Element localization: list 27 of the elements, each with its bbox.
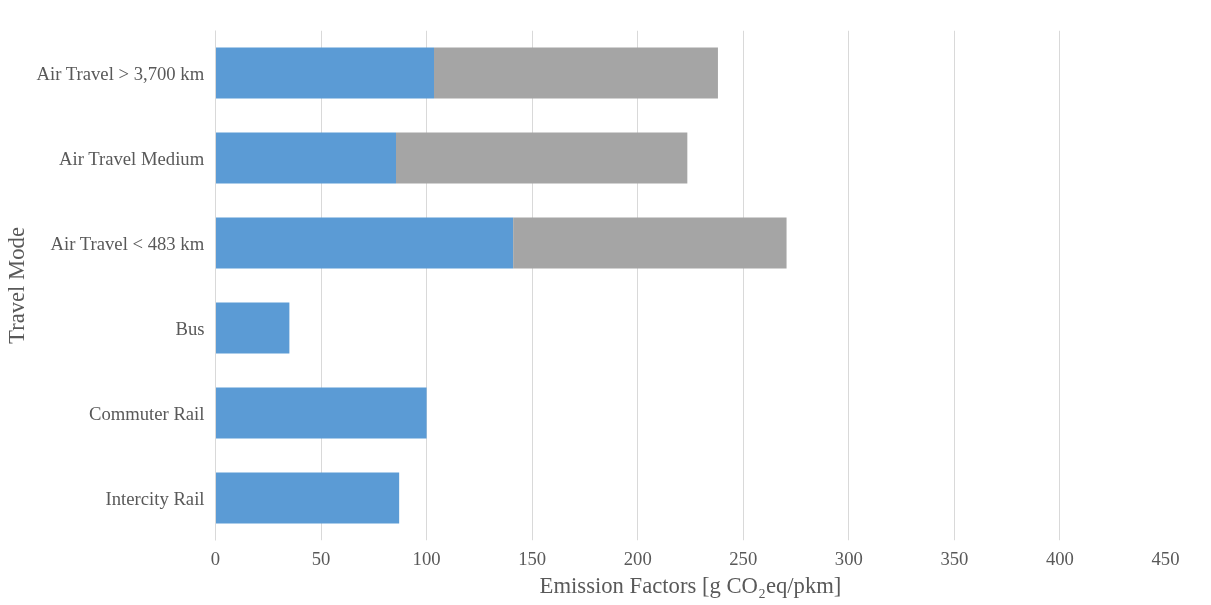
x-tick-label: 200 — [623, 547, 652, 569]
bar — [215, 47, 434, 99]
bar — [513, 217, 787, 269]
y-tick-label: Air Travel < 483 km — [50, 232, 205, 254]
y-tick-label: Bus — [175, 317, 205, 339]
x-tick-label: 300 — [834, 547, 863, 569]
bar — [215, 472, 400, 524]
bar — [215, 302, 290, 354]
bar — [215, 387, 427, 439]
y-tick-label: Intercity Rail — [105, 487, 205, 509]
x-tick-label: 400 — [1045, 547, 1074, 569]
bar — [215, 217, 514, 269]
y-tick-label: Air Travel Medium — [59, 147, 205, 169]
x-tick-label: 50 — [311, 547, 331, 569]
x-tick-label: 100 — [412, 547, 441, 569]
bar — [215, 132, 396, 184]
y-tick-label: Air Travel > 3,700 km — [36, 62, 205, 84]
y-tick-label: Commuter Rail — [88, 402, 205, 424]
x-tick-label: 450 — [1151, 547, 1180, 569]
bar — [396, 132, 688, 184]
x-tick-label: 0 — [210, 547, 221, 569]
x-tick-label: 350 — [940, 547, 969, 569]
x-tick-label: 250 — [729, 547, 758, 569]
bar — [434, 47, 718, 99]
x-axis-title: Emission Factors [g CO₂eq/pkm] — [539, 572, 842, 598]
y-axis-title: Travel Mode — [3, 227, 29, 344]
x-tick-label: 150 — [518, 547, 547, 569]
